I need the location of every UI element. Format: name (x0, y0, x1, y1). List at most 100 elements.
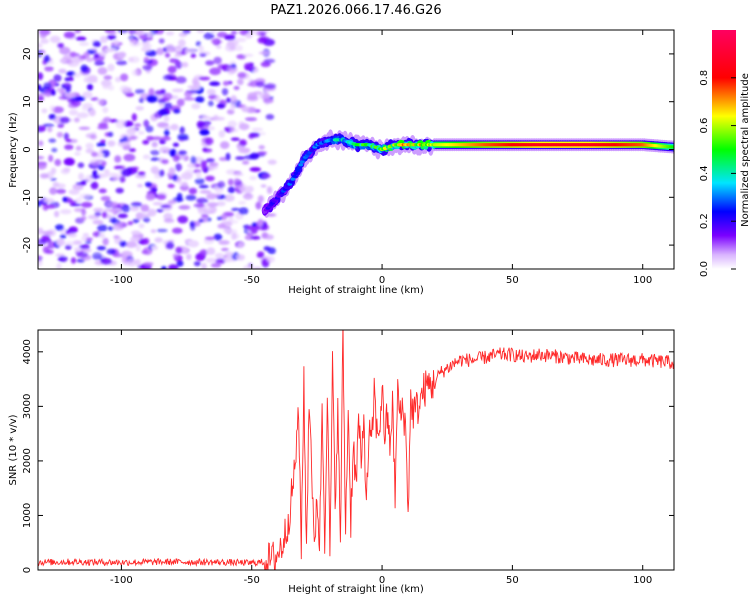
spectrogram-noise-blob (87, 75, 98, 82)
spectrogram-noise-blob (244, 154, 255, 160)
colorbar-label: Normalized spectral amplitude (740, 73, 750, 227)
spectrogram-noise-blob (81, 208, 87, 216)
spectrogram-noise-blob (50, 167, 57, 175)
spectrogram-noise-blob (131, 113, 137, 122)
spectrogram-noise-blob (224, 194, 235, 202)
spectrogram-noise-blob (75, 145, 82, 151)
colorbar-tick-label: 0.0 (699, 261, 710, 277)
spectrogram-noise-blob (251, 127, 264, 132)
spectrogram-noise-blob (172, 174, 178, 182)
spectrogram-noise-blob (134, 123, 142, 127)
spectrogram-noise-blob (209, 81, 221, 86)
spectrogram-noise-blob (106, 172, 119, 177)
snr-y-tick-label: 0 (22, 567, 33, 573)
spectrogram-noise-blob (231, 207, 240, 212)
spectrogram-noise-blob (110, 30, 117, 36)
spectrogram-noise-blob (249, 80, 259, 87)
spectrogram-noise-blob (267, 159, 277, 165)
spectrogram-noise-blob (176, 260, 184, 267)
spectrogram-noise-blob (213, 114, 219, 121)
spectrogram-noise-blob (107, 226, 114, 231)
spectrogram-noise-blob (258, 145, 265, 150)
spectrogram-noise-blob (54, 210, 60, 218)
spectrogram-noise-blob (167, 65, 177, 74)
spectrogram-noise-blob (70, 257, 77, 264)
spectrogram-noise-blob (209, 67, 222, 76)
spectrogram-noise-blob (150, 157, 160, 161)
spectrogram-noise-blob (146, 95, 158, 103)
spectrogram-noise-blob (113, 39, 119, 46)
colorbar-tick-label: 0.4 (699, 165, 710, 181)
spectrogram-noise-blob (64, 93, 76, 98)
spectrogram-noise-blob (89, 158, 102, 167)
spectrogram-noise-blob (172, 227, 183, 234)
spectrogram-noise-blob (80, 64, 88, 72)
spectrogram-noise-blob (255, 81, 265, 88)
spectrogram-noise-blob (80, 201, 93, 208)
spectrogram-noise-blob (206, 247, 216, 255)
spectrogram-noise-blob (257, 218, 264, 227)
spectrogram-noise-blob (156, 193, 167, 200)
spectrogram-noise-blob (257, 151, 267, 155)
spectrogram-noise-blob (97, 67, 108, 75)
spectrogram-noise-blob (109, 119, 119, 123)
spectrogram-noise-blob (191, 103, 201, 110)
spectrogram-noise-blob (152, 169, 161, 175)
spectrogram-noise-blob (142, 237, 150, 245)
spectrogram-noise-blob (165, 44, 175, 52)
spectrogram-noise-blob (39, 173, 49, 179)
spectrogram-noise-blob (172, 142, 179, 147)
spectrogram-noise-blob (143, 262, 154, 266)
spectrogram-noise-blob (195, 171, 202, 179)
spectrogram-noise-blob (152, 202, 164, 206)
spectrogram-noise-blob (264, 234, 274, 240)
spectrogram-noise-blob (246, 95, 259, 102)
spectrogram-noise-blob (196, 30, 205, 34)
spectrogram-noise-blob (82, 102, 93, 110)
spectrogram-noise-blob (196, 197, 209, 204)
snr-y-ticks: 0 1000 2000 3000 4000 (22, 339, 674, 573)
spectrogram-ridge-core (293, 171, 299, 175)
spectrogram-noise-blob (102, 106, 109, 114)
spectrogram-noise-blob (227, 186, 235, 194)
spectrogram-noise-blob (164, 52, 171, 58)
spectrogram-noise-blob (121, 168, 133, 177)
spectrogram-noise-blob (148, 88, 155, 96)
spectrogram-noise-blob (245, 32, 253, 39)
spectrogram-noise-blob (43, 82, 52, 90)
spectrogram-noise-blob (58, 68, 67, 74)
spectrogram-noise-blob (114, 155, 122, 163)
spectrogram-noise-blob (193, 203, 205, 208)
spectrogram-noise-blob (237, 186, 247, 191)
spectrogram-noise-blob (41, 234, 51, 240)
spectrogram-noise-blob (182, 182, 188, 187)
spectrogram-noise-blob (107, 140, 116, 147)
spectrogram-y-axis-label: Frequency (Hz) (8, 112, 19, 188)
spectrogram-noise-blob (150, 150, 160, 156)
spectrogram-noise-blob (213, 233, 223, 241)
spectrogram-noise-blob (199, 190, 212, 194)
spectrogram-noise-blob (206, 88, 216, 95)
spectrogram-noise-blob (249, 175, 257, 181)
spectrogram-ridge-core (289, 180, 294, 184)
spectrogram-noise-blob (179, 126, 185, 134)
spectrogram-noise-blob (80, 215, 87, 221)
spectrogram-noise-blob (78, 41, 90, 46)
spectrogram-noise-blob (139, 34, 147, 40)
spectrogram-noise-blob (52, 106, 64, 114)
spectrogram-noise-blob (62, 54, 73, 61)
spectrogram-noise-blob (198, 184, 209, 189)
snr-y-axis-label: SNR (10 * v/v) (8, 414, 19, 485)
spectrogram-noise-blob (80, 180, 87, 186)
spectrogram-noise-blob (64, 144, 74, 150)
spectrogram-noise-blob (137, 183, 144, 188)
spectrogram-noise-blob (100, 79, 112, 87)
spectrogram-noise-blob (38, 255, 43, 262)
spectrogram-noise-blob (260, 30, 270, 34)
spectrogram-noise-blob (161, 266, 167, 269)
spectrogram-noise-blob (78, 172, 85, 181)
spectrogram-noise-blob (141, 46, 152, 52)
spectrogram-noise-blob (235, 37, 247, 43)
spectrogram-noise-blob (214, 95, 221, 103)
